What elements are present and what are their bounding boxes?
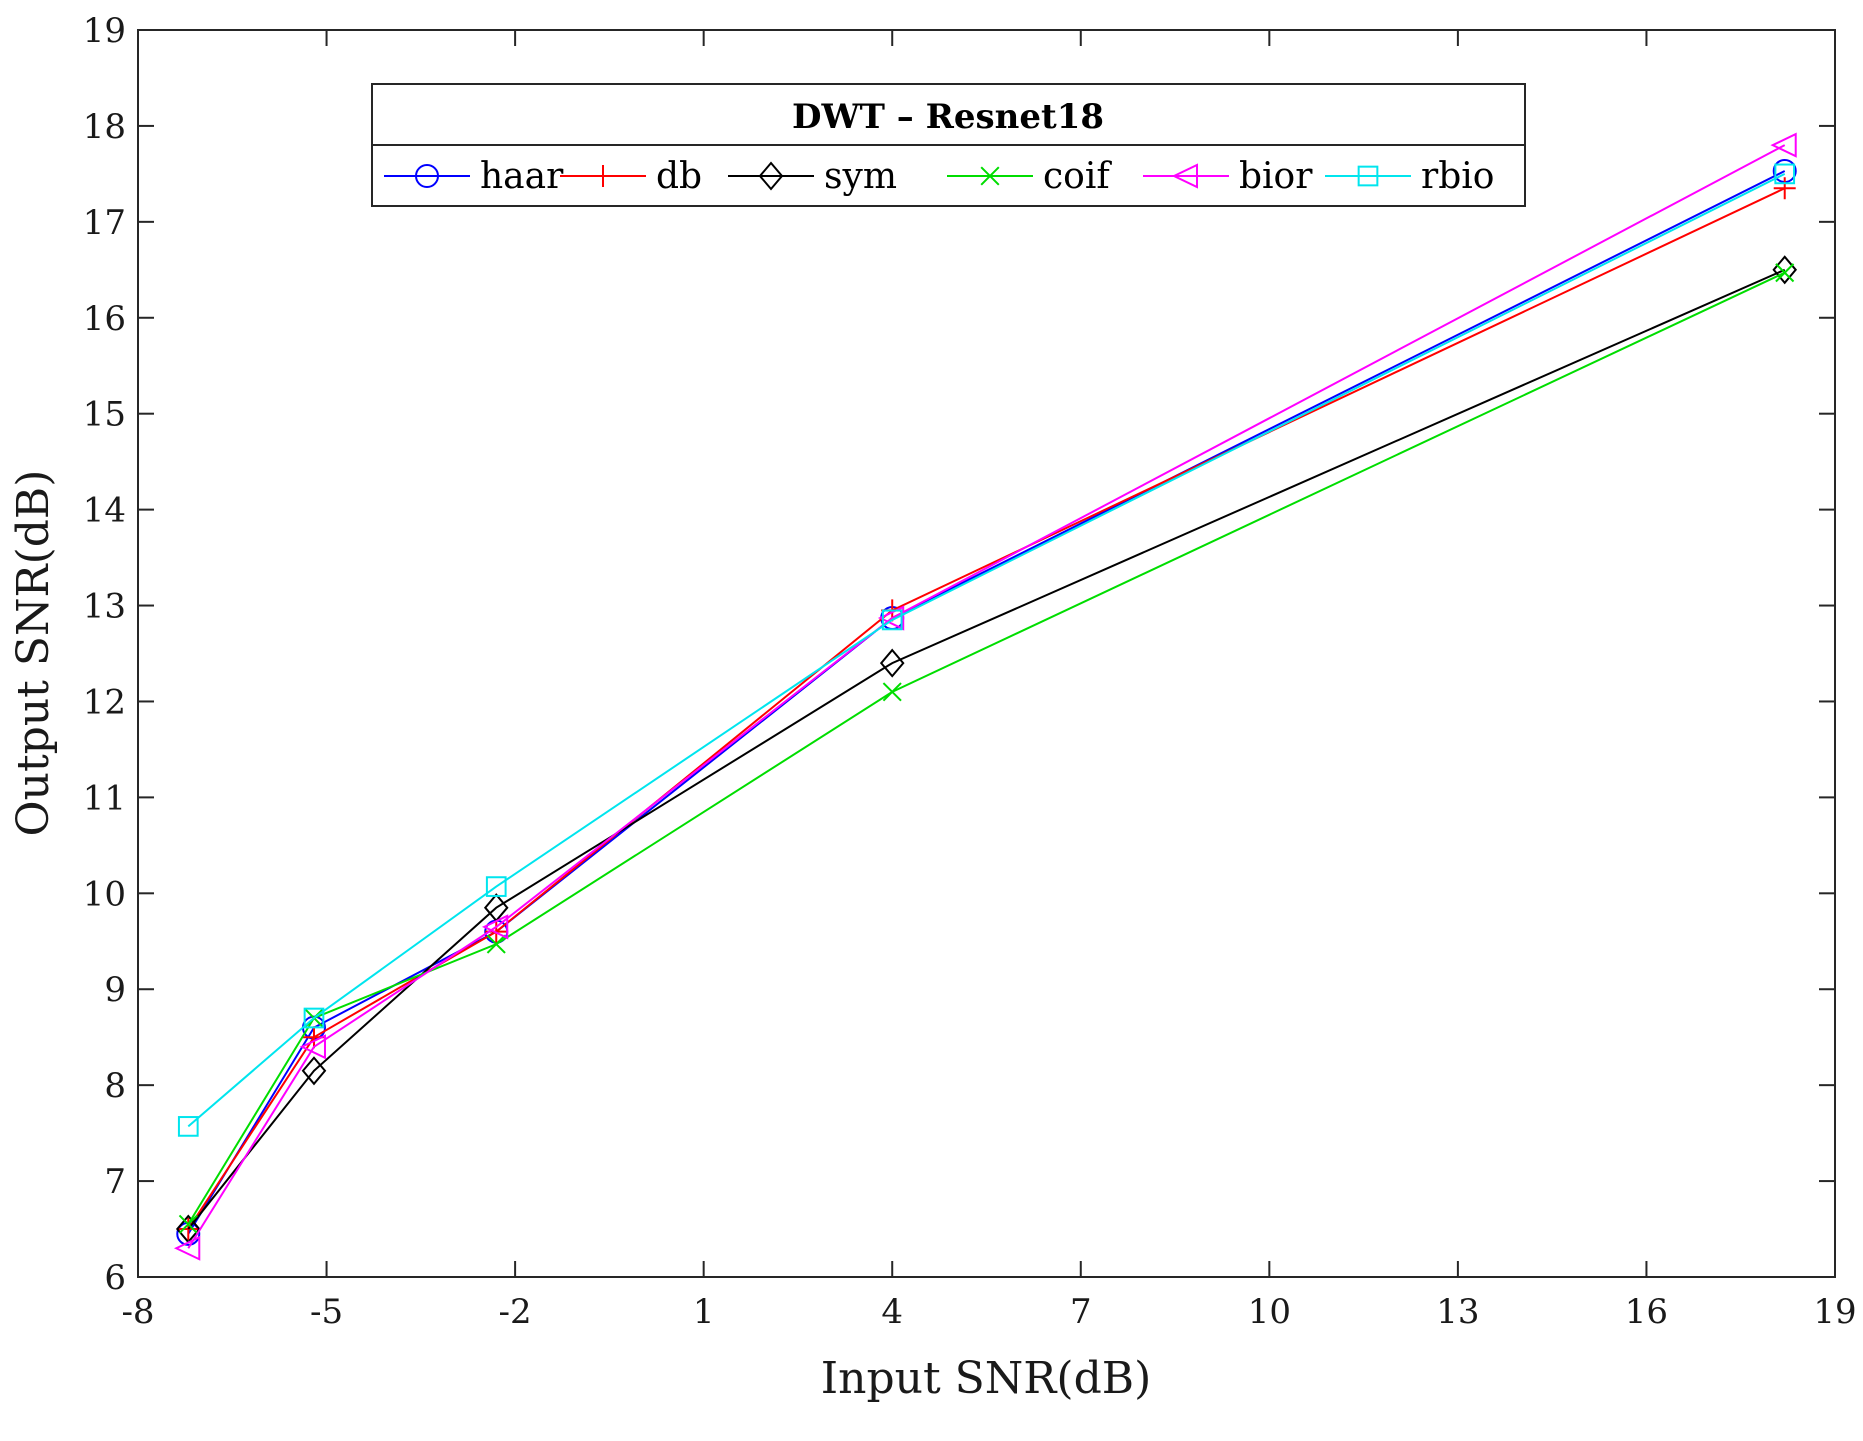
series-rbio [177, 163, 1796, 1137]
y-tick-label: 19 [83, 11, 126, 51]
data-point-sym [301, 1056, 327, 1086]
series-line-rbio [187, 172, 1786, 1128]
data-point-rbio [303, 1007, 325, 1029]
x-tick-label: -5 [310, 1292, 343, 1332]
y-tick-label: 8 [104, 1066, 126, 1106]
x-tick-label: 4 [881, 1292, 903, 1332]
data-series [173, 132, 1798, 1261]
x-tick-label: -2 [499, 1292, 532, 1332]
x-axis-title: Input SNR(dB) [821, 1353, 1152, 1404]
x-tick-label: 7 [1070, 1292, 1092, 1332]
data-point-coif [486, 934, 506, 954]
legend-marker-sym [758, 161, 784, 191]
legend-marker-rbio [1357, 165, 1379, 187]
legend-marker-haar [415, 164, 439, 188]
data-point-bior [299, 1034, 326, 1060]
legend-label-coif: coif [1043, 156, 1112, 197]
legend-item-bior: bior [1143, 156, 1313, 197]
y-tick-label: 7 [104, 1162, 126, 1202]
data-point-bior [877, 605, 905, 631]
data-point-bior [173, 1235, 201, 1261]
data-point-sym [879, 648, 905, 678]
legend-item-haar: haar [384, 156, 564, 197]
y-tick-label: 15 [83, 395, 126, 435]
x-tick-label: 13 [1436, 1292, 1479, 1332]
data-point-bior [481, 914, 509, 940]
plot-area [137, 29, 1836, 1278]
data-point-rbio [177, 1116, 199, 1137]
legend-label-db: db [656, 156, 702, 197]
x-tick-label: -8 [121, 1292, 154, 1332]
x-tick-label: 16 [1625, 1292, 1668, 1332]
data-point-rbio [1774, 163, 1796, 185]
y-tick-label: 14 [83, 491, 126, 531]
legend-item-coif: coif [947, 156, 1112, 197]
series-bior [173, 132, 1797, 1261]
legend-item-rbio: rbio [1325, 156, 1494, 197]
legend-item-sym: sym [728, 156, 897, 197]
data-point-rbio [485, 876, 507, 897]
legend-item-db: db [560, 156, 702, 197]
legend: DWT – Resnet18 haar db sym coif bior rbio [371, 83, 1526, 207]
data-point-coif [1775, 263, 1795, 283]
data-point-bior [1770, 132, 1797, 158]
x-tick-label: 19 [1813, 1292, 1856, 1332]
legend-items: haar db sym coif bior rbio [384, 156, 1494, 197]
x-tick-label: 1 [693, 1292, 715, 1332]
series-line-sym [187, 268, 1786, 1230]
data-point-db [177, 1218, 200, 1241]
y-tick-label: 18 [83, 107, 126, 147]
y-tick-label: 11 [83, 778, 126, 818]
data-point-coif [882, 682, 902, 702]
y-tick-label: 10 [83, 874, 126, 914]
legend-label-haar: haar [480, 156, 564, 197]
legend-label-rbio: rbio [1421, 156, 1494, 197]
x-tick-label: 10 [1248, 1292, 1291, 1332]
y-tick-label: 16 [83, 299, 126, 339]
legend-marker-bior [1171, 163, 1198, 189]
data-point-coif [178, 1214, 198, 1234]
y-axis-title: Output SNR(dB) [8, 470, 59, 837]
axis-ticks: -8 -5 -2 1 4 7 10 13 16 1967891011121314151617181… [83, 11, 1857, 1332]
y-tick-label: 17 [83, 203, 126, 243]
legend-marker-coif [980, 166, 1000, 186]
series-coif [178, 263, 1795, 1234]
y-tick-label: 13 [83, 587, 126, 627]
legend-label-sym: sym [824, 156, 897, 197]
legend-title: DWT – Resnet18 [792, 97, 1104, 137]
series-line-bior [187, 144, 1786, 1249]
y-tick-label: 12 [83, 682, 126, 722]
y-tick-label: 6 [104, 1258, 126, 1298]
data-point-rbio [881, 609, 903, 631]
legend-label-bior: bior [1239, 156, 1313, 197]
data-point-db [1773, 177, 1796, 200]
y-tick-label: 9 [104, 970, 126, 1010]
legend-marker-db [592, 165, 614, 187]
